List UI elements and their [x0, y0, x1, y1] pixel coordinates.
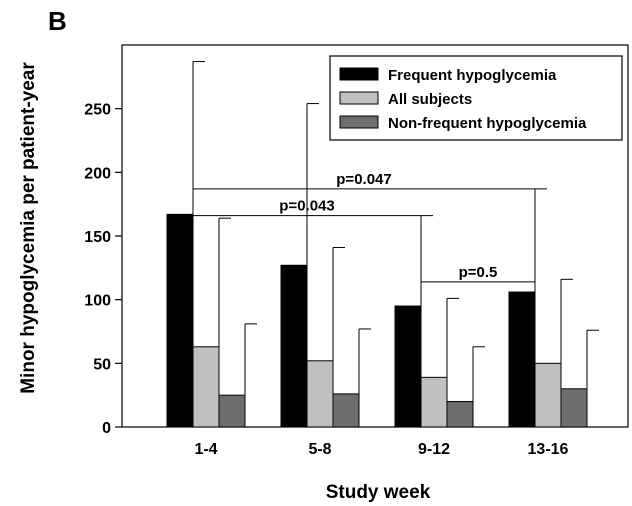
y-tick-label: 250: [84, 102, 111, 119]
panel-label: B: [48, 6, 67, 36]
x-tick-label: 13-16: [528, 441, 569, 458]
y-axis-title: Minor hypoglycemia per patient-year: [18, 62, 39, 394]
bar: [332, 393, 360, 428]
significance-label: p=0.043: [279, 198, 334, 215]
bar: [534, 362, 562, 428]
y-tick-label: 200: [84, 165, 111, 182]
x-tick-label: 9-12: [418, 441, 450, 458]
significance-label: p=0.047: [336, 171, 391, 188]
bar: [394, 305, 422, 428]
y-tick-label: 50: [93, 356, 111, 373]
bar: [192, 346, 220, 428]
bar: [420, 376, 448, 428]
legend-swatch: [339, 67, 379, 81]
legend-swatch: [339, 91, 379, 105]
legend-box: [329, 55, 623, 141]
y-tick-label: 100: [84, 293, 111, 310]
x-tick-label: 5-8: [308, 441, 331, 458]
legend-label: Frequent hypoglycemia: [388, 67, 557, 84]
bar: [560, 388, 588, 428]
x-axis-title: Study week: [326, 482, 431, 503]
y-tick-label: 150: [84, 229, 111, 246]
significance-label: p=0.5: [459, 264, 498, 281]
bar: [280, 264, 308, 428]
bar: [166, 213, 194, 428]
y-tick-label: 0: [102, 420, 111, 437]
legend-label: All subjects: [388, 91, 472, 108]
bar: [218, 394, 246, 428]
x-tick-label: 1-4: [194, 441, 217, 458]
legend-swatch: [339, 115, 379, 129]
bar: [508, 291, 536, 428]
bar: [306, 360, 334, 428]
legend-label: Non-frequent hypoglycemia: [388, 115, 587, 132]
bar: [446, 401, 474, 428]
